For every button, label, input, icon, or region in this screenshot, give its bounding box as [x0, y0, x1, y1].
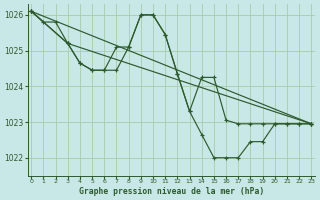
X-axis label: Graphe pression niveau de la mer (hPa): Graphe pression niveau de la mer (hPa): [79, 187, 264, 196]
